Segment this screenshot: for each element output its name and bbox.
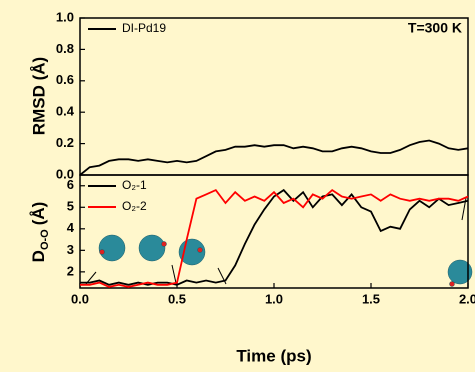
y-tick-label: 5 <box>67 199 74 214</box>
x-tick-label: 0.0 <box>71 291 89 306</box>
y-label-sub: O-O <box>39 229 51 250</box>
x-tick-label: 2.0 <box>459 291 475 306</box>
y-tick-label: 2 <box>67 263 74 278</box>
annotation: T=300 K <box>408 20 462 36</box>
y-tick-label: 0.6 <box>56 72 74 87</box>
y-tick-label: 0.2 <box>56 135 74 150</box>
y-tick-label: 0.4 <box>56 104 75 119</box>
y-tick-label: 4 <box>67 220 75 235</box>
series-line <box>80 141 468 176</box>
y-label-unit: (Å) <box>29 202 48 226</box>
x-tick-label: 1.0 <box>265 291 283 306</box>
x-axis-label: Time (ps) <box>236 346 311 365</box>
x-tick-label: 0.5 <box>168 291 186 306</box>
legend-label: O₂-1 <box>122 178 147 192</box>
y-axis-label: DO-O (Å) <box>29 202 50 263</box>
chart: RMSD (Å) DO-O (Å) Time (ps) T=300 K 0.0 0.… <box>0 0 475 372</box>
x-tick-label: 1.5 <box>362 291 380 306</box>
legend-label: O₂-2 <box>122 199 147 213</box>
y-tick-label: 3 <box>67 242 74 257</box>
y-tick-label: 1.0 <box>56 9 74 24</box>
plot-frame <box>80 18 468 175</box>
y-tick-label: 0.8 <box>56 41 74 56</box>
legend-label: DI-Pd19 <box>122 21 166 35</box>
cluster-icons <box>99 235 472 287</box>
y-tick-label: 6 <box>67 177 74 192</box>
y-label-main: D <box>29 250 48 262</box>
y-axis-label: RMSD (Å) <box>29 57 48 135</box>
